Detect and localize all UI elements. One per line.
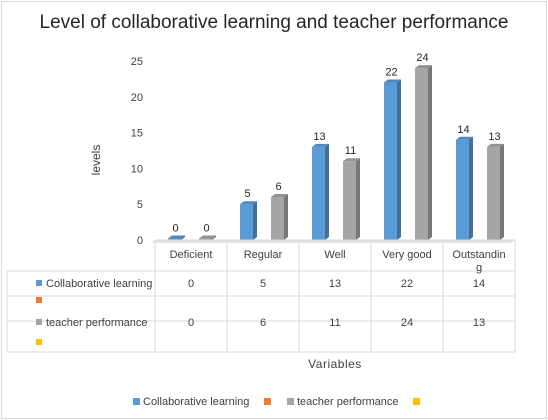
bar-collaborative — [456, 139, 469, 240]
table-cell: 24 — [401, 317, 413, 329]
table-cell: 14 — [473, 278, 485, 290]
x-tick-label: Well — [324, 249, 345, 261]
bar-top — [456, 136, 473, 140]
bar-collaborative — [312, 146, 325, 240]
table-series-name: teacher performance — [46, 317, 148, 329]
bar-top — [199, 235, 216, 239]
bar-top — [240, 201, 257, 205]
data-label: 5 — [244, 188, 250, 200]
table-cell: 0 — [188, 317, 194, 329]
legend-key — [413, 398, 420, 405]
bar-side — [428, 65, 432, 240]
chart-title: Level of collaborative learning and teac… — [40, 12, 509, 33]
data-label: 24 — [416, 52, 428, 64]
bar-side — [397, 79, 401, 240]
x-tick-label: Very good — [382, 249, 432, 261]
bar-side — [181, 235, 185, 240]
y-tick-label: 10 — [131, 163, 143, 175]
legend-key-table — [36, 297, 42, 303]
bar-side — [212, 235, 216, 240]
bar-teacher — [487, 146, 500, 240]
plot-floor — [151, 240, 515, 243]
data-label: 14 — [457, 124, 469, 136]
bar-collaborative — [168, 238, 181, 240]
bar-top — [487, 143, 504, 147]
bar-teacher — [199, 238, 212, 240]
y-tick-label: 20 — [131, 92, 143, 104]
x-axis-title: Variables — [308, 357, 362, 371]
bar-top — [312, 143, 329, 147]
data-label: 6 — [275, 181, 281, 193]
table-series-name: Collaborative learning — [46, 278, 152, 290]
bar-side — [469, 136, 473, 240]
legend-label: teacher performance — [297, 396, 399, 408]
data-label: 0 — [172, 223, 178, 235]
legend-key-table — [36, 319, 42, 325]
x-tick-label: Outstandin g — [452, 249, 505, 274]
bar-teacher — [343, 161, 356, 240]
legend-key — [133, 398, 140, 405]
data-label: 13 — [313, 131, 325, 143]
table-cell: 22 — [401, 278, 413, 290]
bar-side — [356, 158, 360, 240]
bar-side — [500, 143, 504, 240]
legend-key-table — [36, 280, 42, 286]
table-cell: 0 — [188, 278, 194, 290]
bar-top — [415, 65, 432, 69]
bar-side — [284, 194, 288, 240]
y-tick-label: 25 — [131, 56, 143, 68]
table-cell: 13 — [473, 317, 485, 329]
x-tick-label: Deficient — [170, 249, 213, 261]
y-axis-title: levels — [89, 145, 103, 176]
x-tick-label: Regular — [244, 249, 283, 261]
y-tick-label: 5 — [137, 199, 143, 211]
legend-key — [287, 398, 294, 405]
bar-teacher — [271, 197, 284, 240]
legend-key-table — [36, 339, 42, 345]
data-label: 0 — [203, 223, 209, 235]
data-label: 22 — [385, 66, 397, 78]
y-tick-label: 0 — [137, 235, 143, 247]
table-cell: 6 — [260, 317, 266, 329]
legend-key — [264, 398, 271, 405]
bar-collaborative — [240, 204, 253, 240]
data-label: 13 — [488, 131, 500, 143]
bar-top — [343, 158, 360, 162]
bar-teacher — [415, 68, 428, 240]
table-cell: 5 — [260, 278, 266, 290]
bar-top — [168, 235, 185, 239]
bar-side — [253, 201, 257, 240]
data-label: 11 — [345, 145, 356, 157]
table-cell: 13 — [329, 278, 341, 290]
table-cell: 11 — [329, 317, 340, 329]
legend-label: Collaborative learning — [143, 396, 249, 408]
bar-side — [325, 143, 329, 240]
y-tick-label: 15 — [131, 128, 143, 140]
bar-top — [271, 194, 288, 198]
bar-collaborative — [384, 82, 397, 240]
bar-top — [384, 79, 401, 83]
